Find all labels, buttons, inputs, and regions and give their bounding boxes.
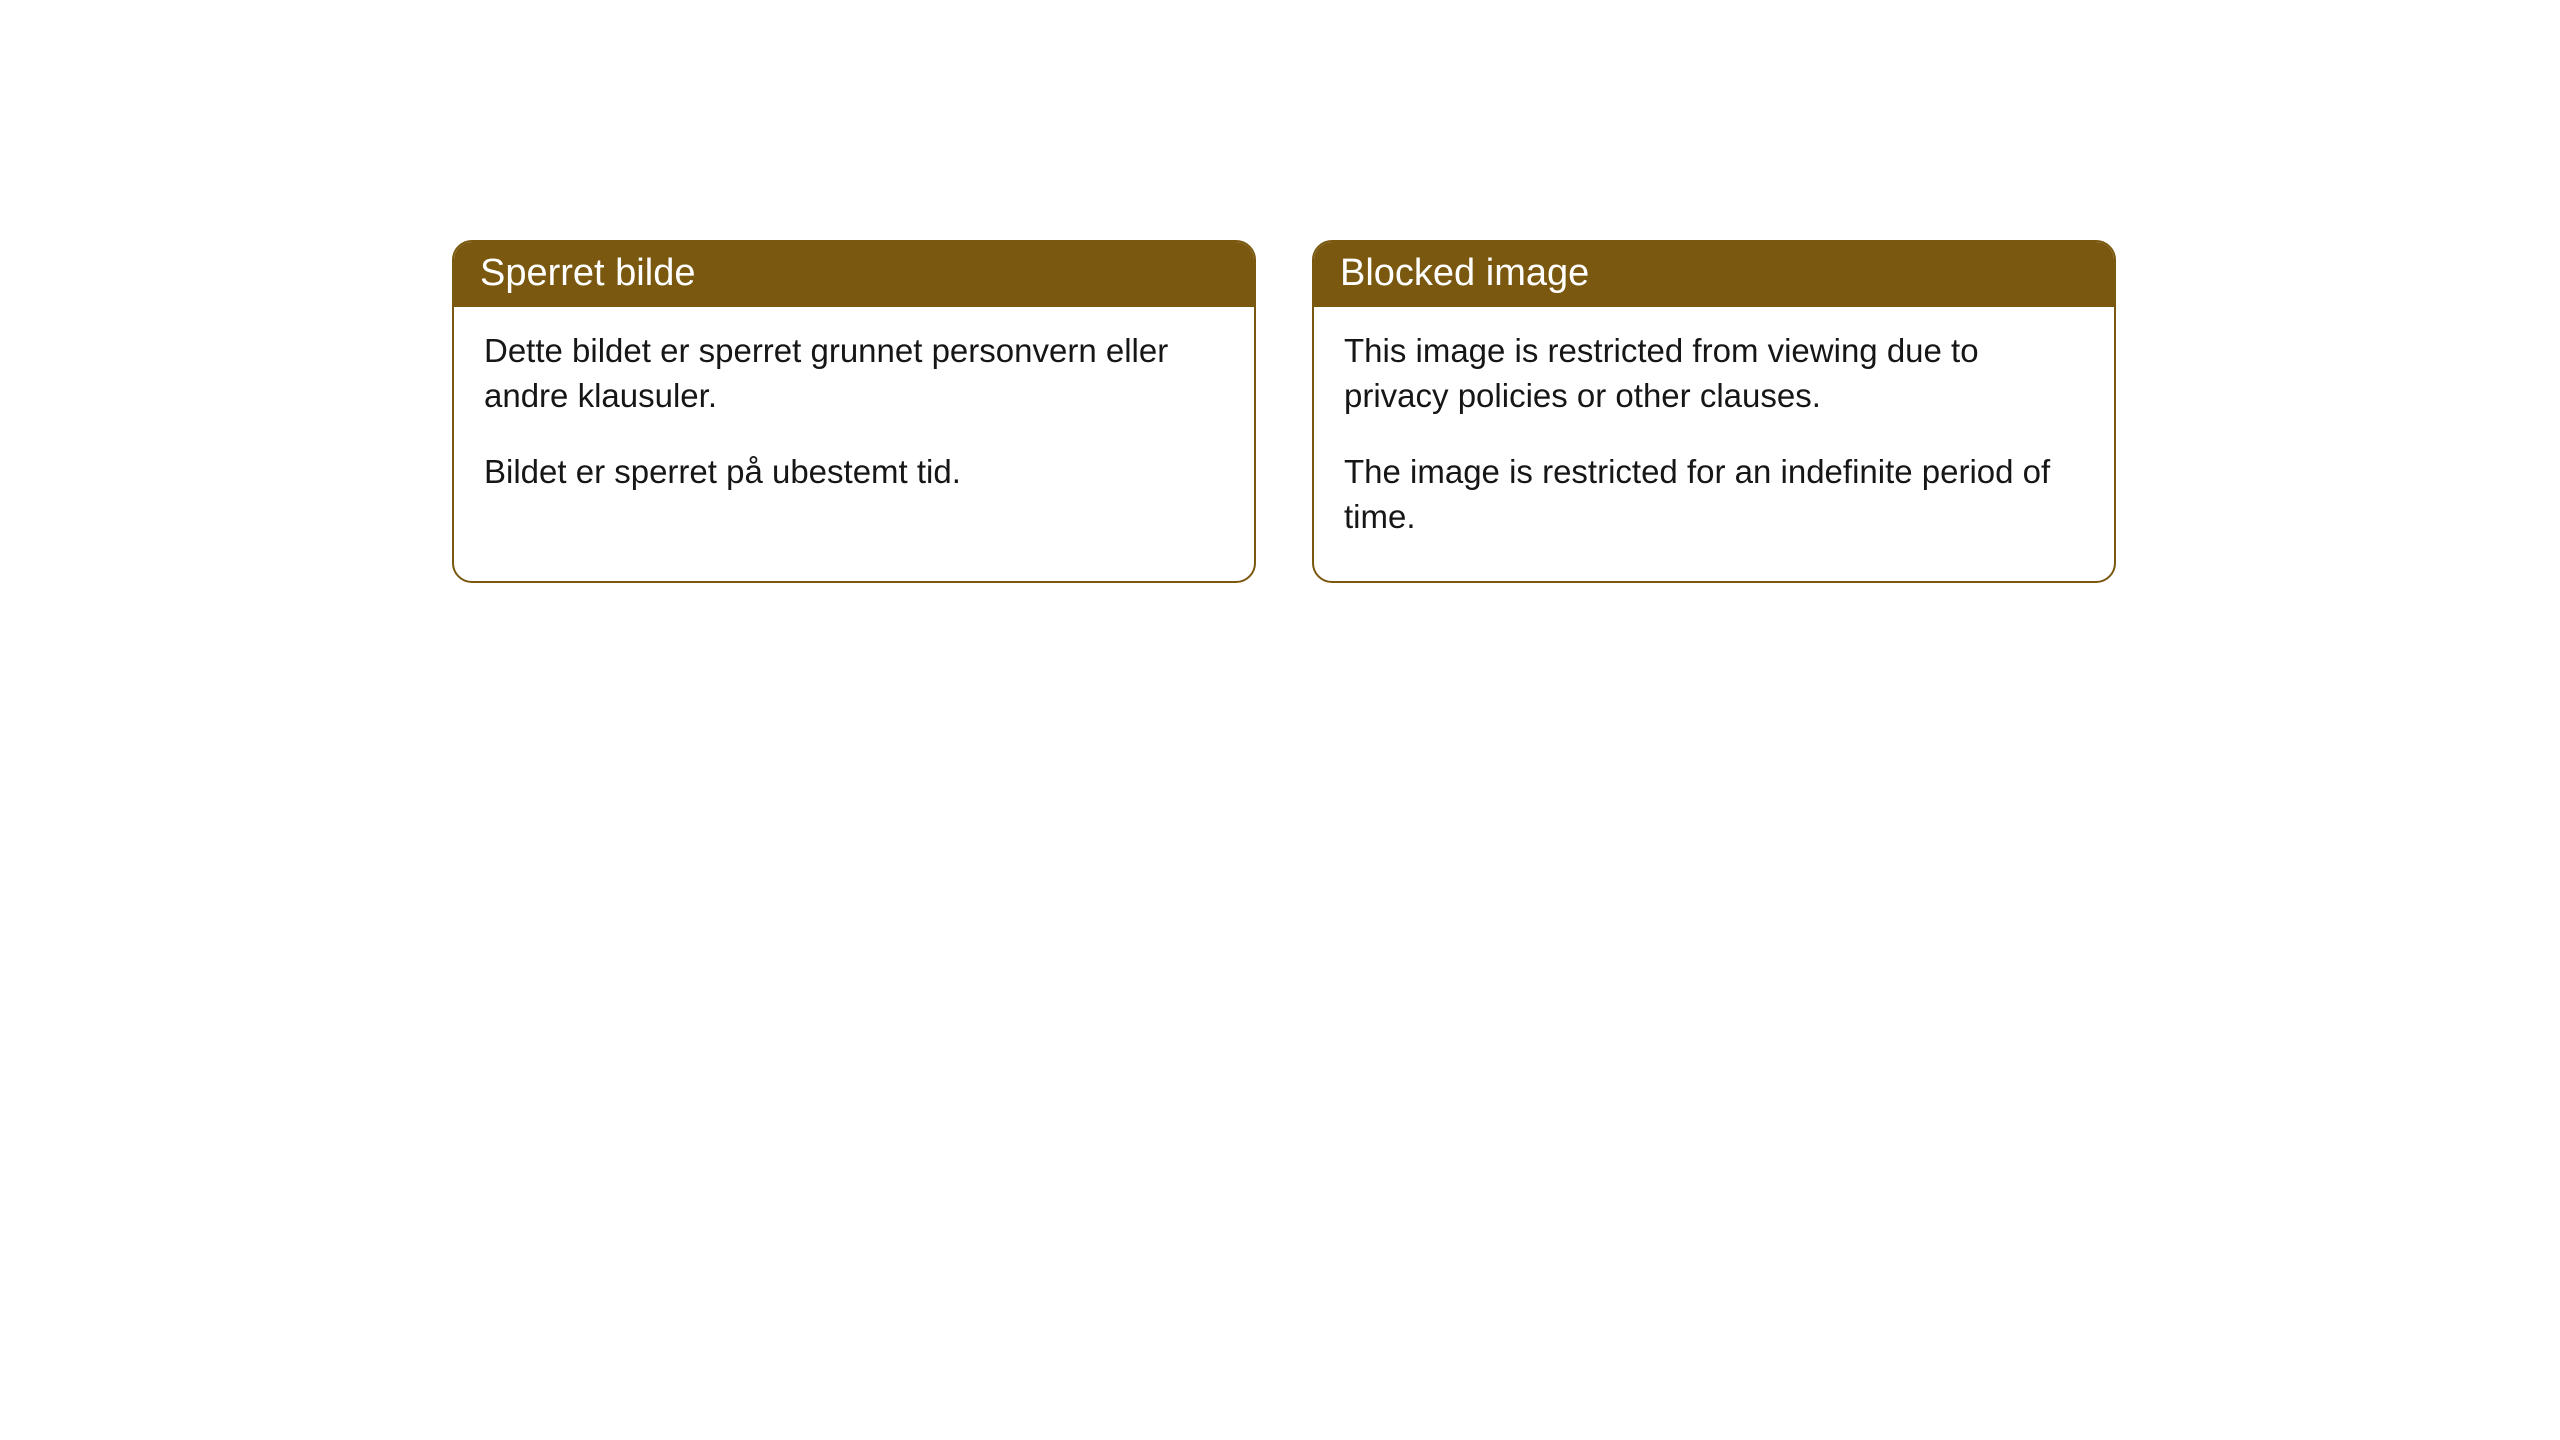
card-paragraph-no-1: Dette bildet er sperret grunnet personve… — [484, 329, 1224, 418]
card-paragraph-no-2: Bildet er sperret på ubestemt tid. — [484, 450, 1224, 495]
card-paragraph-en-1: This image is restricted from viewing du… — [1344, 329, 2084, 418]
cards-container: Sperret bilde Dette bildet er sperret gr… — [0, 0, 2560, 583]
card-body-no: Dette bildet er sperret grunnet personve… — [454, 307, 1254, 537]
card-header-en: Blocked image — [1314, 242, 2114, 307]
blocked-image-card-no: Sperret bilde Dette bildet er sperret gr… — [452, 240, 1256, 583]
blocked-image-card-en: Blocked image This image is restricted f… — [1312, 240, 2116, 583]
card-header-no: Sperret bilde — [454, 242, 1254, 307]
card-body-en: This image is restricted from viewing du… — [1314, 307, 2114, 581]
card-paragraph-en-2: The image is restricted for an indefinit… — [1344, 450, 2084, 539]
